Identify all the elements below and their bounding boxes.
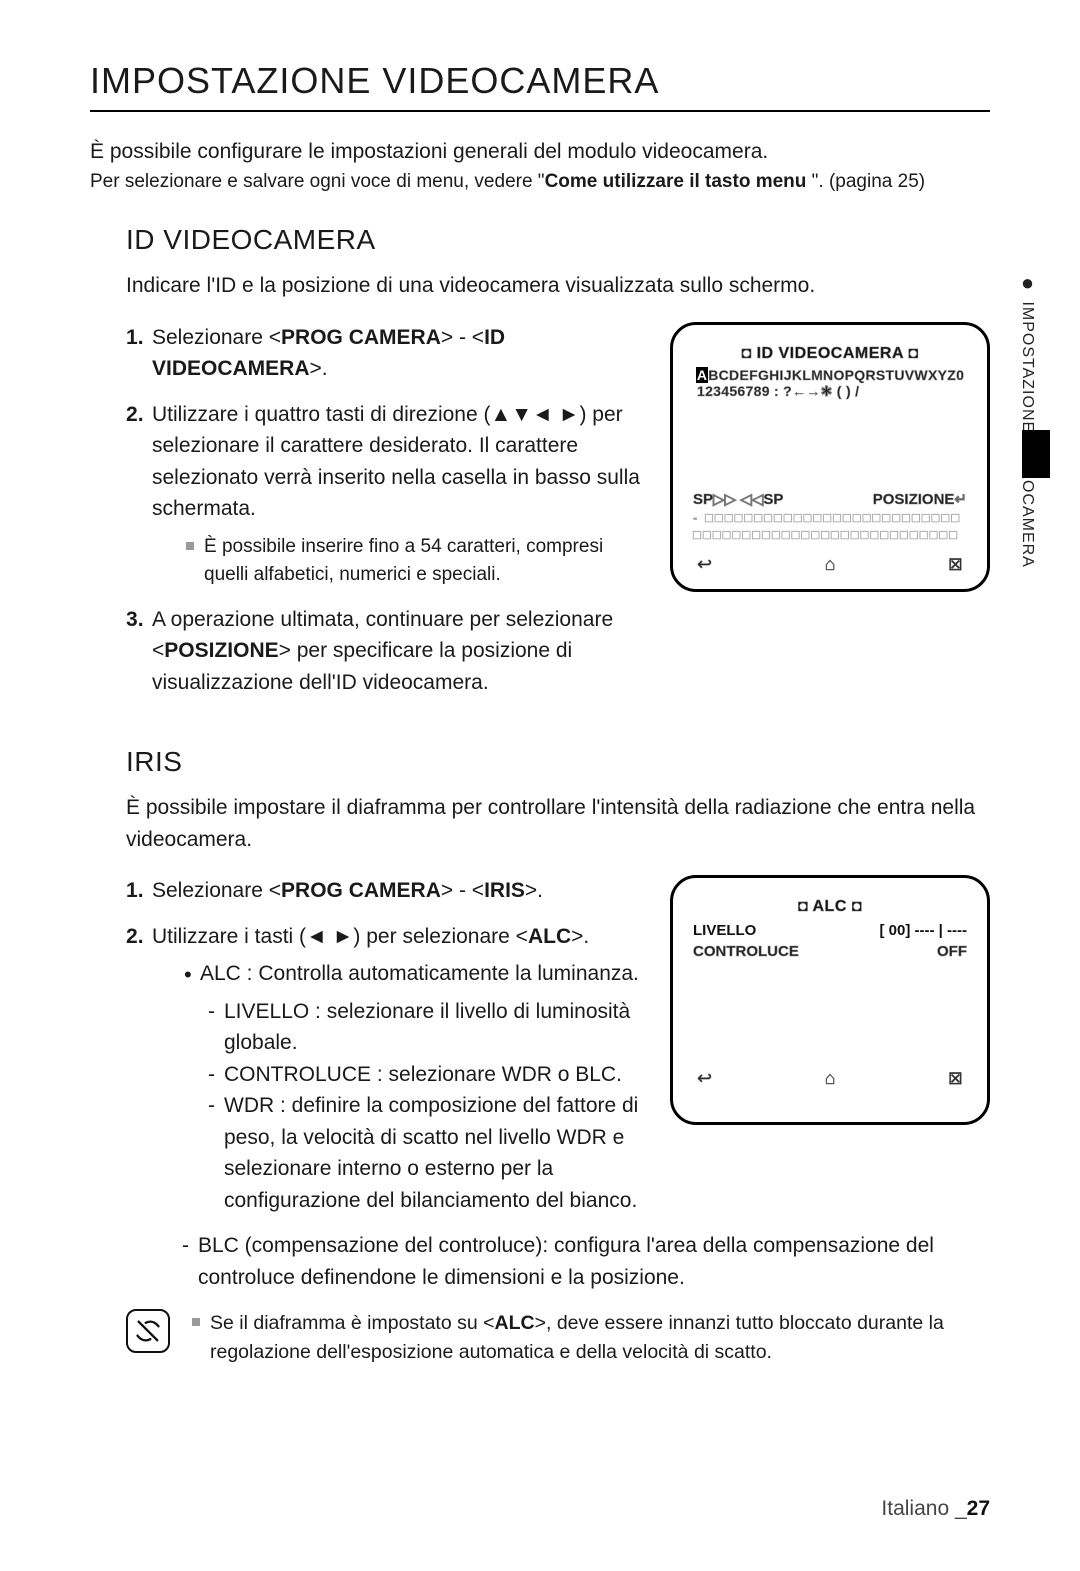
s2-dash1: LIVELLO : selezionare il livello di lumi… <box>178 996 646 1059</box>
note-block: Se il diaframma è impostato su <ALC>, de… <box>126 1309 990 1368</box>
s1-step2-sub: È possibile inserire fino a 54 caratteri… <box>178 533 646 590</box>
s2-1b: PROG CAMERA <box>281 879 441 902</box>
osd-screen-id: ◘ ID VIDEOCAMERA ◘ ABCDEFGHIJKLMNOPQRSTU… <box>670 322 990 592</box>
s2-2b: ALC <box>528 925 571 948</box>
back-icon[interactable]: ↩ <box>697 554 712 575</box>
note-text: Se il diaframma è impostato su <ALC>, de… <box>184 1309 990 1368</box>
s1-3b: POSIZIONE <box>164 639 278 662</box>
osd1-mid: SP▷▷ ◁◁SP POSIZIONE↵ <box>693 490 967 508</box>
osd2-r2l: CONTROLUCE <box>693 943 799 960</box>
intro-line-1: È possibile configurare le impostazioni … <box>90 136 990 168</box>
side-tab: ● IMPOSTAZIONE VIDEOCAMERA <box>1014 270 1040 568</box>
intro-line-2: Per selezionare e salvare ogni voce di m… <box>90 168 990 197</box>
side-thumb-index <box>1022 430 1050 478</box>
osd1-alpha-sel: A <box>696 367 708 383</box>
osd1-ph1: - □□□□□□□□□□□□□□□□□□□□□□□□□□ <box>693 510 967 525</box>
footer-page: 27 <box>967 1497 990 1520</box>
s2-dash4: BLC (compensazione del controluce): conf… <box>152 1230 990 1293</box>
s2-1a: Selezionare < <box>152 879 281 902</box>
side-tab-dot: ● <box>1015 270 1040 296</box>
close-icon[interactable]: ⊠ <box>948 1068 963 1089</box>
note-icon <box>126 1309 170 1353</box>
s2-1d: IRIS <box>484 879 525 902</box>
osd2-r1v: [ 00] ---- | ---- <box>879 922 967 939</box>
section2-steps: Selezionare <PROG CAMERA> - <IRIS>. Util… <box>126 875 646 1230</box>
osd1-mid-left[interactable]: SP▷▷ ◁◁SP <box>693 490 783 508</box>
s2-dash3: WDR : definire la composizione del fatto… <box>178 1090 646 1216</box>
s2-step1: Selezionare <PROG CAMERA> - <IRIS>. <box>126 875 646 907</box>
osd2-icons: ↩ ⌂ ⊠ <box>693 1068 967 1089</box>
section1-lead: Indicare l'ID e la posizione di una vide… <box>126 270 990 302</box>
osd1-alpha-rest: BCDEFGHIJKLMNOPQRSTUVWXYZ0 <box>708 367 964 383</box>
section1-heading: ID VIDEOCAMERA <box>126 224 990 256</box>
osd1-title: ◘ ID VIDEOCAMERA ◘ <box>693 345 967 363</box>
intro2a: Per selezionare e salvare ogni voce di m… <box>90 171 545 192</box>
osd2-title: ◘ ALC ◘ <box>693 898 967 916</box>
s1-1a: Selezionare < <box>152 326 281 349</box>
home-icon[interactable]: ⌂ <box>825 1068 836 1089</box>
osd2-r2v: OFF <box>937 943 967 960</box>
intro2b: Come utilizzare il tasto menu <box>545 171 807 192</box>
s2-1e: >. <box>525 879 543 902</box>
s2-1c: > - < <box>441 879 484 902</box>
note-b: ALC <box>495 1312 535 1334</box>
s1-step3: A operazione ultimata, continuare per se… <box>126 604 646 699</box>
s2-dot1: ALC : Controlla automaticamente la lumin… <box>178 958 646 990</box>
intro2c: ". (pagina 25) <box>806 171 925 192</box>
osd2-r1l: LIVELLO <box>693 922 756 939</box>
footer-sep: _ <box>949 1497 967 1520</box>
page-footer: Italiano _27 <box>881 1497 990 1521</box>
s1-1e: >. <box>310 357 328 380</box>
osd1-ph2: □□□□□□□□□□□□□□□□□□□□□□□□□□□ <box>693 527 967 542</box>
osd1-alpha: ABCDEFGHIJKLMNOPQRSTUVWXYZ0 <box>693 367 967 383</box>
s2-step2: Utilizzare i tasti (◄ ►) per selezionare… <box>126 921 646 1217</box>
home-icon[interactable]: ⌂ <box>825 554 836 575</box>
osd2-row1: LIVELLO [ 00] ---- | ---- <box>693 922 967 939</box>
note-a: Se il diaframma è impostato su < <box>210 1312 495 1334</box>
osd1-icons: ↩ ⌂ ⊠ <box>693 554 967 575</box>
back-icon[interactable]: ↩ <box>697 1068 712 1089</box>
page-title: IMPOSTAZIONE VIDEOCAMERA <box>90 60 990 112</box>
s1-step1: Selezionare <PROG CAMERA> - <ID VIDEOCAM… <box>126 322 646 385</box>
osd1-num: 123456789 : ?←→✱ ( ) / <box>693 383 967 400</box>
section2-lead: È possibile impostare il diaframma per c… <box>126 792 990 855</box>
s1-2txt: Utilizzare i quattro tasti di direzione … <box>152 403 640 521</box>
osd1-mid-right[interactable]: POSIZIONE↵ <box>873 490 967 508</box>
s2-2a: Utilizzare i tasti (◄ ►) per selezionare… <box>152 925 528 948</box>
s1-1b: PROG CAMERA <box>281 326 441 349</box>
s2-dash2: CONTROLUCE : selezionare WDR o BLC. <box>178 1059 646 1091</box>
s1-1c: > - < <box>441 326 484 349</box>
section2-heading: IRIS <box>126 746 990 778</box>
s2-2c: >. <box>571 925 589 948</box>
section1-steps: Selezionare <PROG CAMERA> - <ID VIDEOCAM… <box>126 322 646 713</box>
s1-step2: Utilizzare i quattro tasti di direzione … <box>126 399 646 590</box>
close-icon[interactable]: ⊠ <box>948 554 963 575</box>
footer-lang: Italiano <box>881 1497 949 1520</box>
osd2-row2: CONTROLUCE OFF <box>693 943 967 960</box>
osd-screen-alc: ◘ ALC ◘ LIVELLO [ 00] ---- | ---- CONTRO… <box>670 875 990 1125</box>
